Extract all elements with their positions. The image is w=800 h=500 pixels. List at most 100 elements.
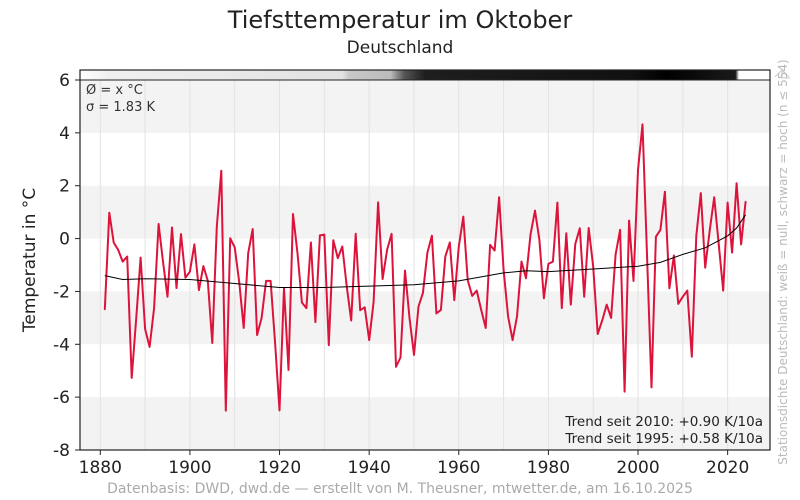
arrow-icon — [774, 69, 790, 79]
data-point — [112, 241, 115, 244]
data-point — [171, 226, 173, 229]
data-point — [646, 253, 648, 256]
data-point — [695, 235, 698, 237]
data-point — [314, 321, 317, 323]
data-point — [310, 241, 312, 244]
data-point — [731, 251, 733, 254]
x-tick-label: 1940 — [348, 458, 391, 478]
data-point — [520, 260, 523, 263]
grid-band — [80, 397, 770, 450]
data-point — [614, 253, 617, 256]
temperature-series-line — [103, 123, 747, 412]
grid-band — [80, 80, 770, 133]
y-tick-label: 4 — [59, 124, 70, 144]
data-point — [493, 249, 496, 252]
data-point — [202, 265, 205, 267]
data-point — [529, 233, 532, 236]
data-point — [502, 269, 505, 271]
data-point — [211, 342, 214, 344]
data-point — [372, 301, 375, 303]
data-point — [198, 289, 200, 291]
data-point — [117, 249, 120, 251]
data-point — [708, 229, 711, 232]
y-tick-label: 2 — [59, 177, 70, 197]
data-point — [256, 334, 258, 336]
data-point — [404, 269, 406, 272]
data-point — [592, 265, 595, 268]
data-point — [619, 229, 621, 231]
data-point — [359, 309, 361, 311]
data-point — [632, 280, 635, 282]
data-point — [422, 292, 424, 294]
data-point — [507, 315, 509, 318]
data-point — [511, 339, 514, 341]
data-point — [435, 312, 438, 315]
data-point — [189, 270, 191, 273]
data-point — [475, 289, 478, 292]
data-point — [690, 355, 693, 358]
data-point — [704, 266, 707, 269]
y-tick-label: -8 — [53, 441, 70, 461]
data-point — [399, 356, 402, 359]
data-point — [363, 306, 366, 309]
x-tick-label: 1880 — [79, 458, 122, 478]
data-point — [229, 237, 232, 240]
station-density-bar — [80, 70, 770, 80]
data-point — [238, 281, 241, 283]
chart-subtitle: Deutschland — [346, 38, 454, 58]
data-point — [395, 365, 397, 368]
footer-credit: Datenbasis: DWD, dwd.de — erstellt von M… — [107, 481, 693, 497]
y-tick-label: -6 — [53, 388, 70, 408]
data-point — [319, 234, 321, 237]
y-axis-label: Temperatur in °C — [20, 188, 40, 333]
data-point — [726, 201, 729, 204]
data-point — [722, 289, 724, 292]
trend-label-2010: Trend seit 2010: +0.90 K/10a — [564, 414, 763, 430]
data-point — [610, 317, 612, 319]
data-point — [224, 409, 227, 412]
data-point — [574, 243, 577, 245]
data-point — [269, 280, 272, 282]
data-point — [637, 169, 639, 171]
data-point — [449, 241, 451, 244]
data-point — [462, 215, 465, 218]
data-point — [717, 243, 720, 245]
data-point — [381, 278, 384, 280]
data-point — [587, 227, 590, 229]
data-point — [247, 252, 249, 254]
data-point — [650, 386, 653, 389]
x-tick-label: 1960 — [437, 458, 480, 478]
data-point — [628, 219, 630, 222]
data-point — [417, 305, 420, 308]
data-point — [386, 249, 388, 251]
sigma-label: σ = 1.83 K — [86, 100, 155, 115]
data-point — [516, 315, 518, 318]
data-point — [408, 317, 411, 319]
data-point — [489, 244, 491, 246]
plot-frame — [79, 69, 771, 451]
data-point — [480, 309, 482, 311]
data-point — [457, 245, 460, 248]
data-point — [274, 342, 276, 344]
data-point — [543, 297, 545, 300]
trend-label-1995: Trend seit 1995: +0.58 K/10a — [564, 431, 763, 447]
data-point — [180, 233, 182, 235]
data-point — [744, 200, 747, 203]
x-tick-label: 2000 — [616, 458, 659, 478]
data-point — [233, 246, 236, 249]
data-point — [332, 239, 335, 241]
data-point — [139, 256, 142, 259]
data-point — [431, 234, 433, 237]
data-point — [565, 232, 568, 235]
data-point — [740, 243, 742, 246]
data-point — [265, 280, 267, 282]
data-point — [453, 299, 456, 301]
data-point — [601, 319, 603, 322]
data-point — [525, 277, 527, 280]
x-tick-label: 2020 — [706, 458, 749, 478]
data-point — [377, 201, 379, 204]
x-tick-label: 1920 — [258, 458, 301, 478]
data-point — [108, 211, 111, 214]
data-point — [220, 169, 223, 172]
